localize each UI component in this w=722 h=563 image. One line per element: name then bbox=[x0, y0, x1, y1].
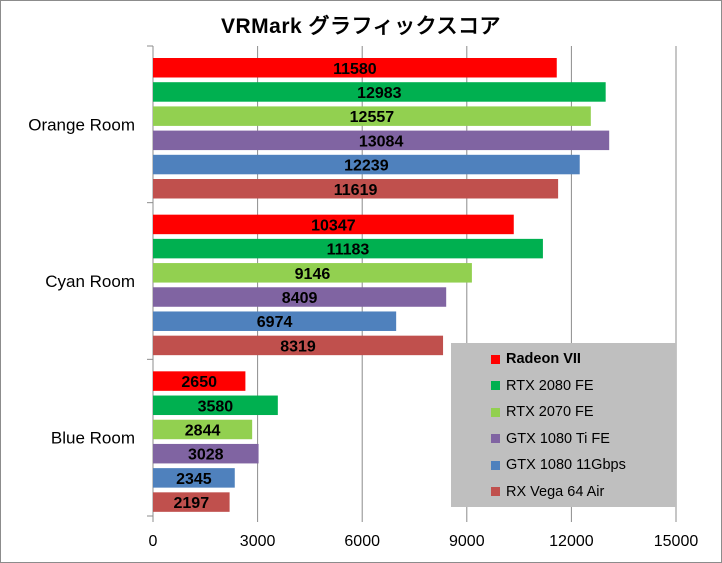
bar bbox=[153, 263, 472, 283]
bar bbox=[153, 130, 610, 151]
data-label: 2197 bbox=[174, 495, 210, 512]
legend: Radeon VII RTX 2080 FE RTX 2070 FE GTX 1080… bbox=[451, 343, 676, 507]
bar bbox=[153, 443, 259, 464]
data-label: 12239 bbox=[344, 158, 389, 175]
bar bbox=[153, 106, 591, 126]
legend-item: RX Vega 64 Air bbox=[451, 479, 676, 506]
legend-swatch bbox=[491, 434, 500, 444]
x-tick-label: 12000 bbox=[549, 533, 594, 550]
bar bbox=[153, 335, 444, 356]
x-tick-label: 0 bbox=[149, 533, 158, 550]
data-label: 8409 bbox=[282, 290, 318, 307]
bar bbox=[153, 395, 278, 416]
category-label: Cyan Room bbox=[45, 272, 135, 291]
bar bbox=[153, 492, 230, 512]
x-tick-label: 15000 bbox=[654, 533, 699, 550]
legend-swatch bbox=[491, 354, 500, 364]
data-label: 3028 bbox=[188, 447, 224, 464]
data-label: 9146 bbox=[295, 266, 331, 283]
data-label: 3580 bbox=[198, 398, 234, 415]
legend-swatch bbox=[491, 487, 500, 497]
legend-label: RTX 2070 FE bbox=[506, 404, 594, 421]
data-label: 2345 bbox=[176, 471, 212, 488]
x-tick-label: 3000 bbox=[240, 533, 276, 550]
data-label: 2650 bbox=[181, 374, 217, 391]
legend-swatch bbox=[491, 407, 500, 417]
bar bbox=[153, 82, 606, 102]
data-label: 2844 bbox=[185, 422, 221, 439]
bar bbox=[153, 287, 447, 307]
legend-swatch bbox=[491, 460, 500, 470]
bar bbox=[153, 214, 514, 235]
legend-label: GTX 1080 11Gbps bbox=[506, 457, 626, 474]
data-label: 13084 bbox=[359, 133, 404, 150]
legend-label: Radeon VII bbox=[506, 351, 581, 368]
data-label: 10347 bbox=[311, 217, 356, 234]
data-label: 12983 bbox=[357, 85, 402, 102]
bar bbox=[153, 58, 557, 78]
legend-label: RTX 2080 FE bbox=[506, 377, 594, 394]
data-label: 12557 bbox=[350, 109, 395, 126]
bar bbox=[153, 238, 543, 259]
legend-item: RTX 2080 FE bbox=[451, 373, 676, 400]
bar bbox=[153, 154, 580, 175]
data-label: 11619 bbox=[334, 182, 378, 199]
legend-item: Radeon VII bbox=[451, 346, 676, 373]
legend-label: RX Vega 64 Air bbox=[506, 483, 605, 500]
data-label: 6974 bbox=[257, 314, 293, 331]
bar bbox=[153, 179, 559, 199]
labels: 0 3000 6000 9000 12000 15000 Orange Room 11580 1… bbox=[28, 61, 698, 550]
data-label: 11183 bbox=[327, 242, 370, 259]
bar bbox=[153, 468, 235, 488]
data-label: 8319 bbox=[280, 338, 316, 355]
chart-title: VRMark グラフィックスコア bbox=[221, 15, 501, 38]
legend-item: RTX 2070 FE bbox=[451, 399, 676, 426]
bar bbox=[153, 419, 253, 440]
legend-item: GTX 1080 11Gbps bbox=[451, 452, 676, 479]
data-label: 11580 bbox=[333, 61, 377, 78]
legend-label: GTX 1080 Ti FE bbox=[506, 430, 610, 447]
bars bbox=[153, 58, 610, 512]
x-tick-label: 9000 bbox=[449, 533, 485, 550]
category-label: Blue Room bbox=[51, 429, 135, 448]
bar bbox=[153, 371, 246, 391]
category-label: Orange Room bbox=[28, 115, 135, 134]
legend-swatch bbox=[491, 381, 500, 391]
legend-item: GTX 1080 Ti FE bbox=[451, 426, 676, 453]
bar bbox=[153, 311, 397, 331]
x-tick-label: 6000 bbox=[344, 533, 380, 550]
